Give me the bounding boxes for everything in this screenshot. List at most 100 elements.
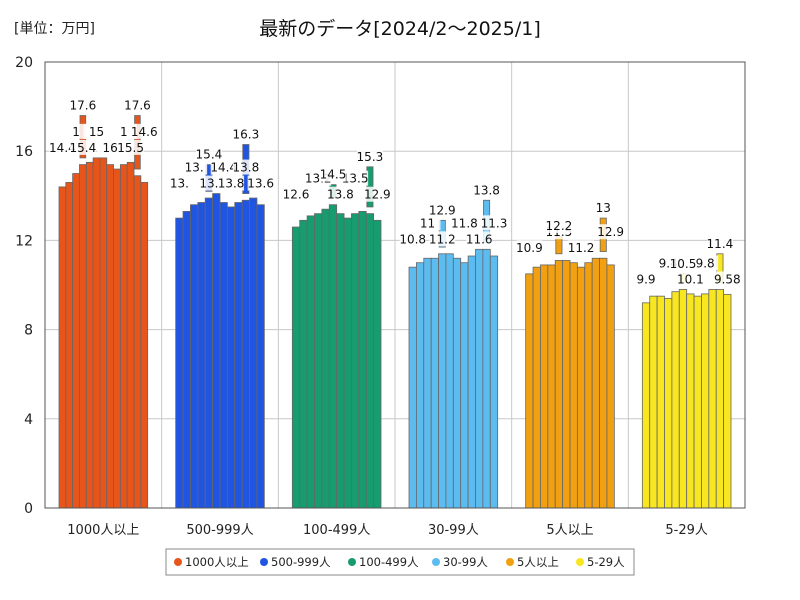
bar	[475, 248, 484, 509]
data-label: 15.4	[196, 148, 223, 162]
bar	[591, 257, 600, 509]
data-label: 13.	[170, 177, 189, 191]
y-tick-label: 0	[24, 501, 33, 517]
grid	[45, 61, 745, 509]
data-label: 15.3	[357, 150, 384, 164]
data-label: 13.	[199, 177, 218, 191]
data-label-bg	[364, 186, 391, 202]
data-label: 12.9	[364, 188, 391, 202]
data-label: 12.2	[546, 219, 573, 233]
data-label-bg	[124, 97, 151, 113]
legend-marker	[260, 558, 268, 566]
data-label: 13.8	[233, 161, 260, 175]
bar	[584, 262, 593, 509]
data-label-bg	[473, 182, 500, 198]
bar	[299, 219, 308, 509]
legend-entry: 500-999人	[271, 555, 331, 569]
bar	[306, 215, 315, 509]
data-label-bg	[414, 215, 441, 231]
bar	[415, 262, 425, 509]
bar	[85, 161, 94, 509]
data-label-bg	[597, 224, 624, 240]
bar	[197, 202, 206, 509]
bar	[336, 213, 345, 509]
bar	[671, 291, 680, 509]
bar	[540, 264, 549, 509]
bar	[321, 208, 330, 509]
data-label-bg	[97, 139, 124, 155]
bar	[686, 293, 695, 509]
data-label: 11.6	[466, 232, 493, 246]
data-label-bg	[429, 202, 456, 218]
data-label-bg	[327, 186, 354, 202]
data-label: 9.58	[714, 272, 741, 286]
data-label-bg	[69, 139, 96, 155]
bar	[133, 175, 142, 509]
data-label-bg	[677, 271, 704, 287]
data-label-bg	[319, 166, 346, 182]
bar	[606, 264, 615, 509]
data-label: 16	[103, 141, 118, 155]
x-tick-label: 1000人以上	[67, 523, 139, 538]
data-label: 11.8	[451, 216, 478, 230]
legend: 1000人以上 500-999人 100-499人 30-99人 5人以上 5-29人	[165, 548, 635, 576]
chart-title: 最新のデータ[2024/2～2025/1]	[259, 18, 541, 40]
legend-entry: 100-499人	[359, 555, 419, 569]
data-label-bg	[429, 231, 456, 247]
data-label: 14.4	[49, 141, 76, 155]
data-label: 17.6	[124, 99, 151, 113]
bar	[99, 157, 108, 509]
bar	[182, 211, 191, 509]
bar	[249, 197, 258, 509]
bar	[525, 273, 534, 509]
legend-marker	[576, 558, 584, 566]
legend-entry: 5-29人	[587, 555, 625, 569]
data-label-bg	[83, 123, 110, 139]
bar	[656, 295, 665, 509]
data-label-bg	[466, 231, 493, 247]
bar	[226, 206, 236, 509]
data-label: 11.2	[568, 241, 595, 255]
bar	[343, 217, 352, 509]
data-label: 13.	[185, 161, 204, 175]
data-label-bg	[195, 175, 222, 191]
bar	[79, 164, 87, 509]
data-label: 10.8	[399, 232, 426, 246]
data-label: 12.9	[429, 203, 456, 217]
bar	[723, 293, 732, 509]
data-label: 12.6	[283, 188, 310, 202]
bars	[58, 115, 732, 509]
bar	[430, 257, 439, 509]
data-label-bg	[210, 159, 237, 175]
data-label-bg	[399, 231, 426, 247]
bar	[641, 302, 651, 509]
data-label: 11.3	[481, 216, 508, 230]
legend-entry: 1000人以上	[185, 555, 249, 569]
bar	[234, 202, 243, 509]
data-label-bg	[590, 200, 617, 216]
data-label-bg	[131, 123, 158, 139]
bar	[438, 253, 447, 509]
data-label-bg	[516, 240, 543, 256]
data-label: 9.8	[696, 256, 715, 270]
bar	[365, 213, 375, 509]
data-label: 11	[420, 216, 435, 230]
bar	[212, 193, 221, 509]
legend-marker	[348, 558, 356, 566]
bar	[649, 295, 658, 509]
bar	[547, 264, 556, 509]
bar	[328, 204, 338, 509]
x-tick-label: 5-29人	[665, 523, 708, 538]
bar	[126, 161, 135, 509]
data-label-bg	[342, 170, 369, 186]
data-label: 12.9	[597, 225, 624, 239]
data-label: 11.2	[429, 232, 456, 246]
bar	[256, 204, 265, 509]
legend-marker	[432, 558, 440, 566]
y-tick-label: 12	[15, 233, 33, 249]
bar	[190, 204, 199, 509]
bar	[58, 186, 67, 509]
data-label: 13.6	[247, 177, 274, 191]
